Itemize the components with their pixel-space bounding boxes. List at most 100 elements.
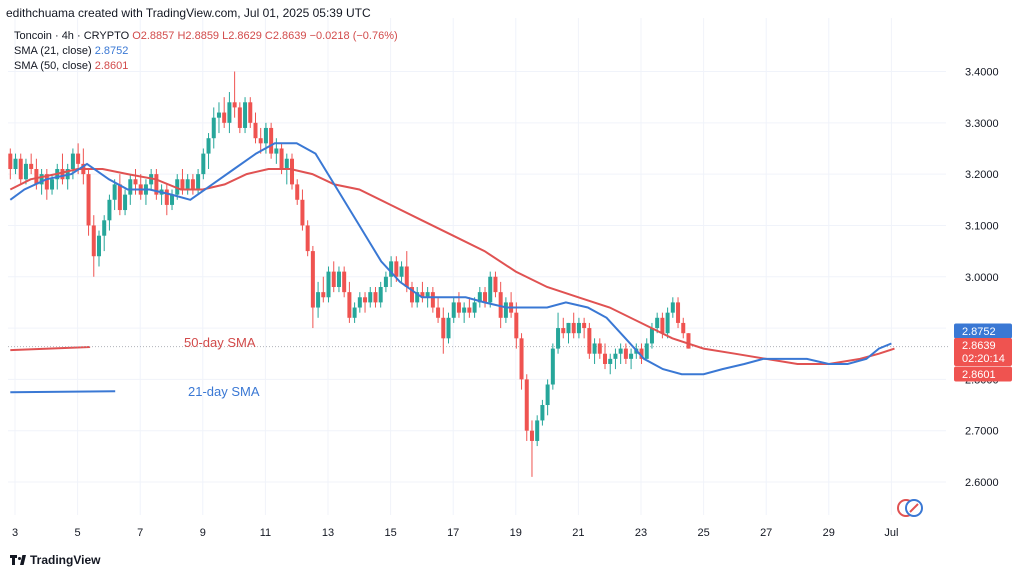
candle-body xyxy=(483,292,488,303)
candle-body xyxy=(503,302,508,318)
candle-body xyxy=(519,338,524,380)
candle-body xyxy=(102,220,107,236)
candle-body xyxy=(608,358,613,364)
candle xyxy=(597,338,602,359)
symbol-legend[interactable]: Toncoin · 4h · CRYPTO O2.8857 H2.8859 L2… xyxy=(14,30,398,42)
candle-body xyxy=(451,302,456,318)
candle xyxy=(352,302,357,323)
candle-body xyxy=(618,348,623,354)
time-axis[interactable]: 3 5 7 9 11 13 15 17 19 21 23 25 27 29 Jul xyxy=(12,527,898,539)
candle xyxy=(65,163,70,190)
candle xyxy=(310,245,315,329)
sma50-legend[interactable]: SMA (50, close) 2.8601 xyxy=(14,60,128,72)
candle-body xyxy=(665,312,670,334)
candle xyxy=(446,312,451,344)
sma50-price-tag-text: 2.8601 xyxy=(962,369,996,381)
candle-body xyxy=(331,271,336,288)
candle xyxy=(613,348,618,370)
candle xyxy=(545,379,550,416)
candle xyxy=(550,343,555,390)
candle-body xyxy=(456,302,461,313)
candle-body xyxy=(170,194,175,205)
candle xyxy=(117,174,122,216)
candle-body xyxy=(498,292,503,318)
candle xyxy=(123,189,128,216)
candle xyxy=(399,261,404,282)
candle-body xyxy=(274,148,279,154)
candle-body xyxy=(295,184,300,200)
candle xyxy=(201,148,206,180)
candle-body xyxy=(582,322,587,329)
candle xyxy=(91,215,96,277)
candle xyxy=(321,276,326,303)
sma50-price-tag-bg xyxy=(954,366,1012,382)
candle xyxy=(60,153,65,185)
candle xyxy=(143,179,148,205)
candle xyxy=(686,333,691,349)
candle xyxy=(592,338,597,364)
candle-body xyxy=(383,276,388,288)
sma21-legend[interactable]: SMA (21, close) 2.8752 xyxy=(14,45,128,57)
candle-body xyxy=(430,292,435,308)
candle-body xyxy=(237,107,242,128)
candle xyxy=(237,102,242,134)
flag-badge-icon[interactable] xyxy=(897,499,923,517)
candle-body xyxy=(50,179,55,190)
candle xyxy=(524,374,529,441)
candle xyxy=(295,179,300,205)
sma21-annotation-line xyxy=(10,390,116,394)
candle-body xyxy=(415,292,420,303)
candle xyxy=(164,184,169,216)
chart-grid xyxy=(8,18,946,515)
candle-body xyxy=(8,153,13,169)
candle-body xyxy=(368,292,373,303)
candle-body xyxy=(587,328,592,354)
candle xyxy=(514,302,519,349)
candle xyxy=(420,281,425,303)
badge-slash xyxy=(909,503,919,513)
candle xyxy=(86,168,91,236)
x-tick-label: Jul xyxy=(884,527,898,539)
candle xyxy=(138,174,143,200)
candle-body xyxy=(389,261,394,277)
candle xyxy=(190,174,195,195)
candle-body xyxy=(326,271,331,298)
candle-body xyxy=(284,158,289,169)
candle xyxy=(571,312,576,339)
candle xyxy=(357,292,362,313)
candle xyxy=(29,153,34,175)
x-tick-label: 21 xyxy=(572,527,584,539)
candle xyxy=(107,194,112,231)
candle-body xyxy=(363,297,368,303)
tradingview-logo-icon xyxy=(10,555,26,565)
candle xyxy=(216,102,221,134)
candle-body xyxy=(253,122,258,139)
candle-body xyxy=(342,271,347,293)
candle-body xyxy=(540,405,545,421)
candle-body xyxy=(639,348,644,359)
candle-body xyxy=(128,179,133,195)
candle-body xyxy=(243,102,248,128)
candle xyxy=(566,322,571,344)
candle xyxy=(441,307,446,354)
candle-body xyxy=(316,292,321,308)
candle xyxy=(587,322,592,359)
candle xyxy=(644,338,649,359)
sma50-line xyxy=(9,168,895,365)
x-tick-label: 9 xyxy=(200,527,206,539)
candle xyxy=(467,297,472,318)
candle xyxy=(274,138,279,164)
price-axis[interactable]: 2.60002.70002.80002.90003.00003.10003.20… xyxy=(965,67,999,490)
candle-body xyxy=(347,292,352,318)
candle-body xyxy=(529,430,534,441)
candle xyxy=(383,271,388,293)
candle-body xyxy=(493,276,498,293)
candle xyxy=(556,312,561,354)
tradingview-footer[interactable]: TradingView xyxy=(10,553,100,567)
sma21-price-tag-bg xyxy=(954,323,1012,339)
x-tick-label: 7 xyxy=(137,527,143,539)
x-tick-label: 23 xyxy=(635,527,647,539)
